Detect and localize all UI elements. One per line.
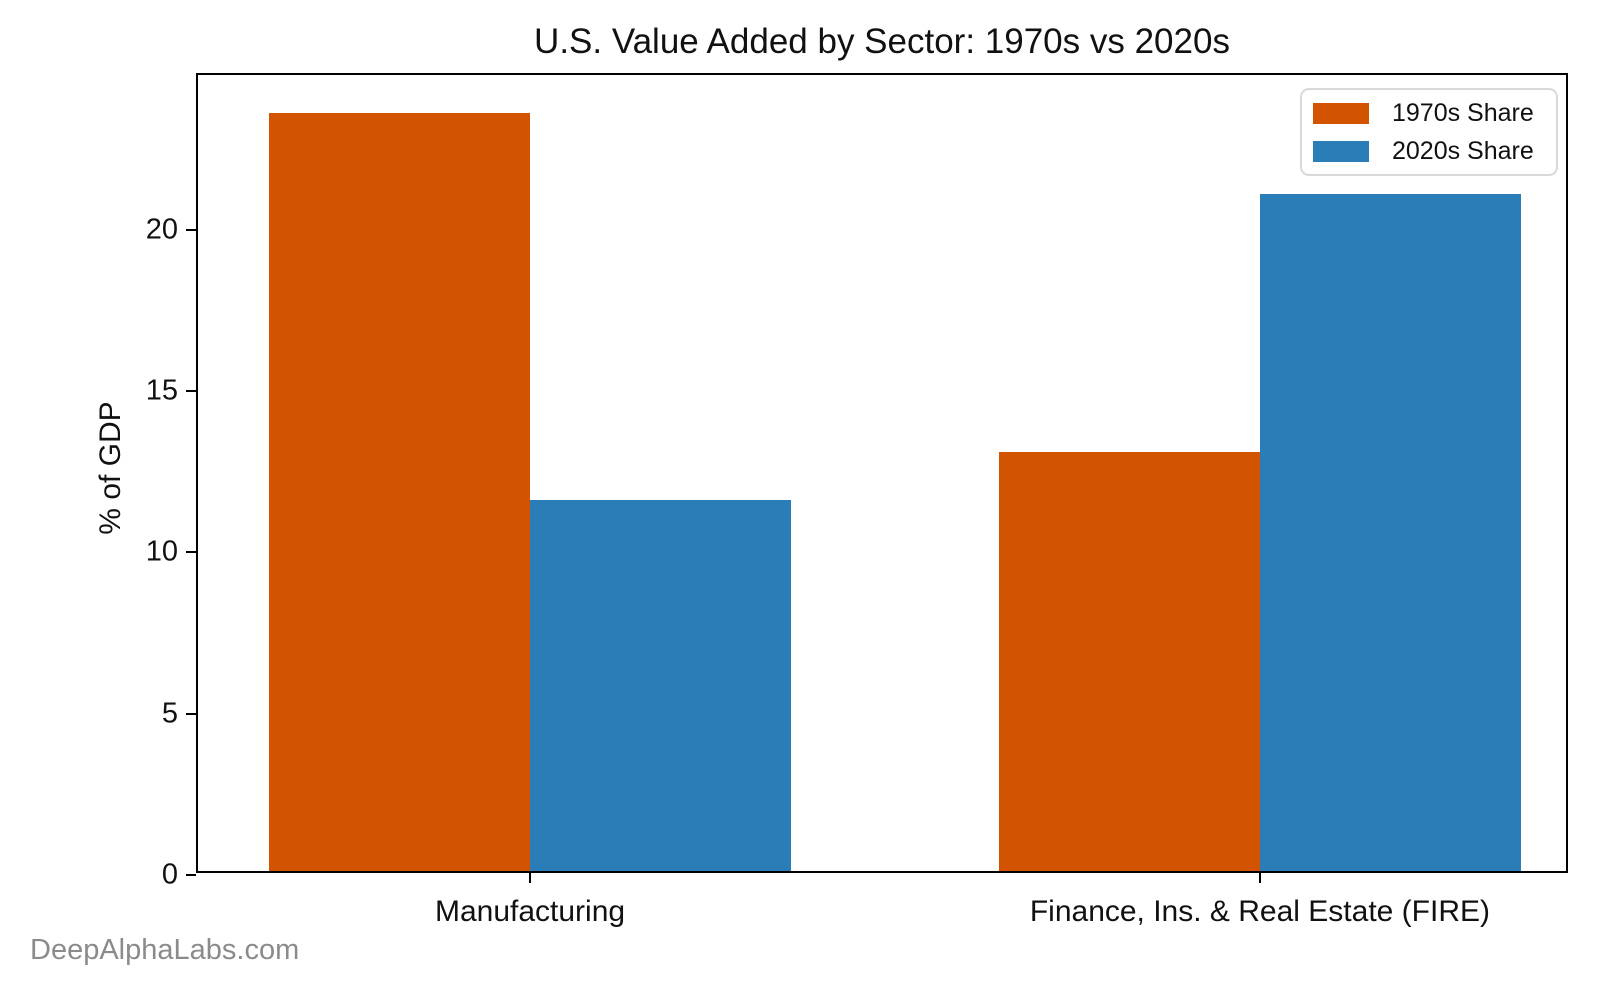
- watermark: DeepAlphaLabs.com: [30, 934, 300, 966]
- x-tick-label-finance-ins-real-estate-fire: Finance, Ins. & Real Estate (FIRE): [1029, 895, 1490, 928]
- y-tick-label-0: 0: [161, 858, 178, 891]
- y-tick-label-5: 5: [161, 697, 178, 730]
- bar-2020s-share-manufacturing: [530, 500, 792, 871]
- legend: 1970s Share 2020s Share: [1300, 88, 1558, 176]
- x-tick-label-manufacturing: Manufacturing: [434, 895, 626, 928]
- y-tick-label-20: 20: [145, 213, 178, 246]
- y-tick-mark-15: [186, 390, 196, 393]
- bar-1970s-share-manufacturing: [269, 112, 531, 871]
- chart-title: U.S. Value Added by Sector: 1970s vs 202…: [534, 22, 1230, 61]
- plot-area: 0 5 10 15 20 Manufacturing Finance, Ins. & Rea…: [146, 73, 1568, 928]
- x-tick-mark-manufacturing: [529, 873, 532, 883]
- legend-entry-1970s-share: 1970s Share: [1313, 99, 1556, 128]
- x-tick-mark-finance-ins-real-estate-fire: [1258, 873, 1261, 883]
- y-tick-mark-0: [186, 874, 196, 876]
- y-tick-label-10: 10: [145, 535, 178, 568]
- legend-swatch-2020s-share: [1313, 140, 1369, 162]
- y-tick-label-15: 15: [145, 374, 178, 407]
- legend-label-1970s-share: 1970s Share: [1392, 98, 1534, 127]
- y-tick-mark-10: [186, 551, 196, 554]
- legend-swatch-1970s-share: [1313, 102, 1369, 124]
- bar-2020s-share-finance-ins-real-estate-fire: [1259, 193, 1521, 871]
- legend-label-2020s-share: 2020s Share: [1392, 136, 1534, 165]
- y-tick-mark-20: [186, 228, 196, 231]
- y-axis-label: % of GDP: [94, 401, 127, 535]
- y-tick-mark-5: [186, 712, 196, 715]
- bar-1970s-share-finance-ins-real-estate-fire: [998, 451, 1260, 871]
- legend-entry-2020s-share: 2020s Share: [1313, 137, 1556, 166]
